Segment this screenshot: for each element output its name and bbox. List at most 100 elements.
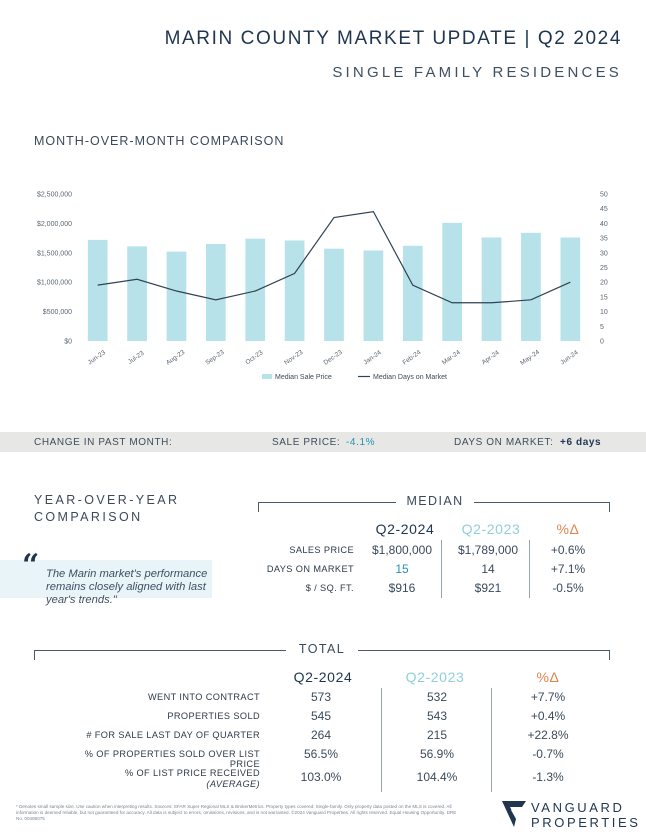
y-left-tick-label: $0 [64,339,72,346]
sale-price-label: SALE PRICE: [272,437,341,448]
bar-median-sale-price [402,245,423,341]
total-value-pct: -1.3% [532,770,564,784]
y-right-tick-label: 45 [600,206,608,213]
median-value-pct: +0.6% [550,543,586,557]
total-row-label: WENT INTO CONTRACT [147,692,260,702]
bar-median-sale-price [521,232,541,341]
total-value-q2-2023: 532 [426,690,448,704]
bar-median-sale-price [560,237,581,341]
y-right-tick-label: 5 [600,324,604,331]
logo-line-1: VANGUARD [531,800,625,815]
x-tick-label: Feb-24 [401,349,422,367]
total-header-pct-change: %Δ [536,669,560,685]
x-tick-label: Nov-23 [283,349,304,367]
median-header-q2-2023: Q2-2023 [461,521,521,537]
y-right-tick-label: 0 [600,339,604,346]
bar-median-sale-price [245,238,266,341]
total-value-pct: +7.7% [530,690,566,704]
legend-label-line: Median Days on Market [373,374,447,381]
mom-heading: MONTH-OVER-MONTH COMPARISON [34,134,285,148]
total-value-q2-2024: 545 [310,709,332,723]
legend-label-bar: Median Sale Price [275,374,332,381]
dom-label: DAYS ON MARKET: [454,437,554,448]
change-label: CHANGE IN PAST MONTH: [34,437,173,448]
total-header-q2-2024: Q2-2024 [293,669,353,685]
total-row-label: % OF LIST PRICE RECEIVED [124,768,260,778]
y-right-tick-label: 20 [600,280,608,287]
median-divider-2 [529,540,530,598]
y-left-tick-label: $2,500,000 [37,192,72,199]
vanguard-logo-icon [502,801,526,827]
bar-median-sale-price [284,240,305,341]
bar-median-sale-price [166,251,187,341]
x-tick-label: May-24 [519,348,541,366]
y-right-tick-label: 30 [600,250,608,257]
yoy-heading: YEAR-OVER-YEAR COMPARISON [34,492,179,526]
median-label: MEDIAN [396,494,474,508]
x-tick-label: Jan-24 [362,349,383,366]
sale-price-change: -4.1% [346,437,376,448]
total-row-label: PROPERTIES SOLD [167,711,260,721]
bar-median-sale-price [206,243,226,341]
total-divider-2 [491,688,492,792]
footnote: * Denotes small sample size. Use caution… [16,804,457,821]
yoy-heading-line2: COMPARISON [34,510,143,524]
y-right-tick-label: 35 [600,236,608,243]
y-right-tick-label: 10 [600,309,608,316]
y-right-tick-label: 15 [600,294,608,301]
total-value-pct: +0.4% [530,709,566,723]
vanguard-logo-text: VANGUARD PROPERTIES [531,800,641,830]
total-value-q2-2024: 264 [310,728,332,742]
yoy-heading-line1: YEAR-OVER-YEAR [34,493,180,507]
y-left-tick-label: $1,000,000 [37,280,72,287]
x-tick-label: Apr-24 [481,349,501,366]
median-value-q2-2024: $916 [388,581,416,595]
y-left-tick-label: $2,000,000 [37,221,72,228]
bar-median-sale-price [127,246,147,341]
total-label: TOTAL [286,642,358,656]
total-value-q2-2023: 56.9% [419,747,455,761]
median-row-label: $ / SQ. FT. [305,583,354,593]
median-header-pct-change: %Δ [556,521,580,537]
x-tick-label: Jul-23 [127,350,146,366]
bar-median-sale-price [442,222,462,341]
x-tick-label: Jun-23 [87,349,108,366]
median-row-label: DAYS ON MARKET [266,564,354,574]
x-tick-label: Jun-24 [559,349,580,366]
total-value-q2-2024: 56.5% [303,747,339,761]
total-divider-1 [381,688,382,792]
x-tick-label: Oct-23 [244,349,264,366]
quote-mark-icon: “ [22,548,40,583]
line-median-days-on-market [97,210,571,304]
total-value-q2-2023: 215 [426,728,448,742]
total-value-pct: +22.8% [527,728,569,742]
total-value-q2-2024: 103.0% [300,770,342,784]
total-row-sublabel: (AVERAGE) [206,779,260,789]
legend-swatch-bar [262,374,272,379]
x-tick-label: Aug-23 [165,349,186,367]
y-right-tick-label: 25 [600,265,608,272]
change-bar: CHANGE IN PAST MONTH: SALE PRICE: -4.1% … [0,432,646,452]
logo-line-2: PROPERTIES [531,815,641,830]
y-right-tick-label: 50 [600,192,608,199]
total-header-q2-2023: Q2-2023 [405,669,465,685]
bar-median-sale-price [324,248,344,341]
bar-median-sale-price [363,250,384,341]
median-value-q2-2023: $921 [474,581,502,595]
median-value-pct: -0.5% [552,581,584,595]
bar-median-sale-price [87,239,108,341]
x-tick-label: Mar-24 [441,349,462,367]
total-value-q2-2024: 573 [310,690,332,704]
total-row-label: % OF PROPERTIES SOLD OVER LIST PRICE [84,749,260,769]
mom-chart: $0 $500,000 $1,000,000 $1,500,000 $2,000,000… [37,192,608,382]
market-quote: The Marin market's performance remains c… [46,568,208,606]
report-title: MARIN COUNTY MARKET UPDATE | Q2 2024 [164,28,622,49]
median-divider-1 [441,540,442,598]
bar-median-sale-price [481,237,502,341]
total-value-q2-2023: 543 [426,709,448,723]
median-value-q2-2024: 15 [395,562,409,576]
x-tick-label: Sep-23 [204,349,225,367]
total-value-q2-2023: 104.4% [416,770,458,784]
report-subtitle: SINGLE FAMILY RESIDENCES [332,64,622,81]
total-value-pct: -0.7% [532,747,564,761]
